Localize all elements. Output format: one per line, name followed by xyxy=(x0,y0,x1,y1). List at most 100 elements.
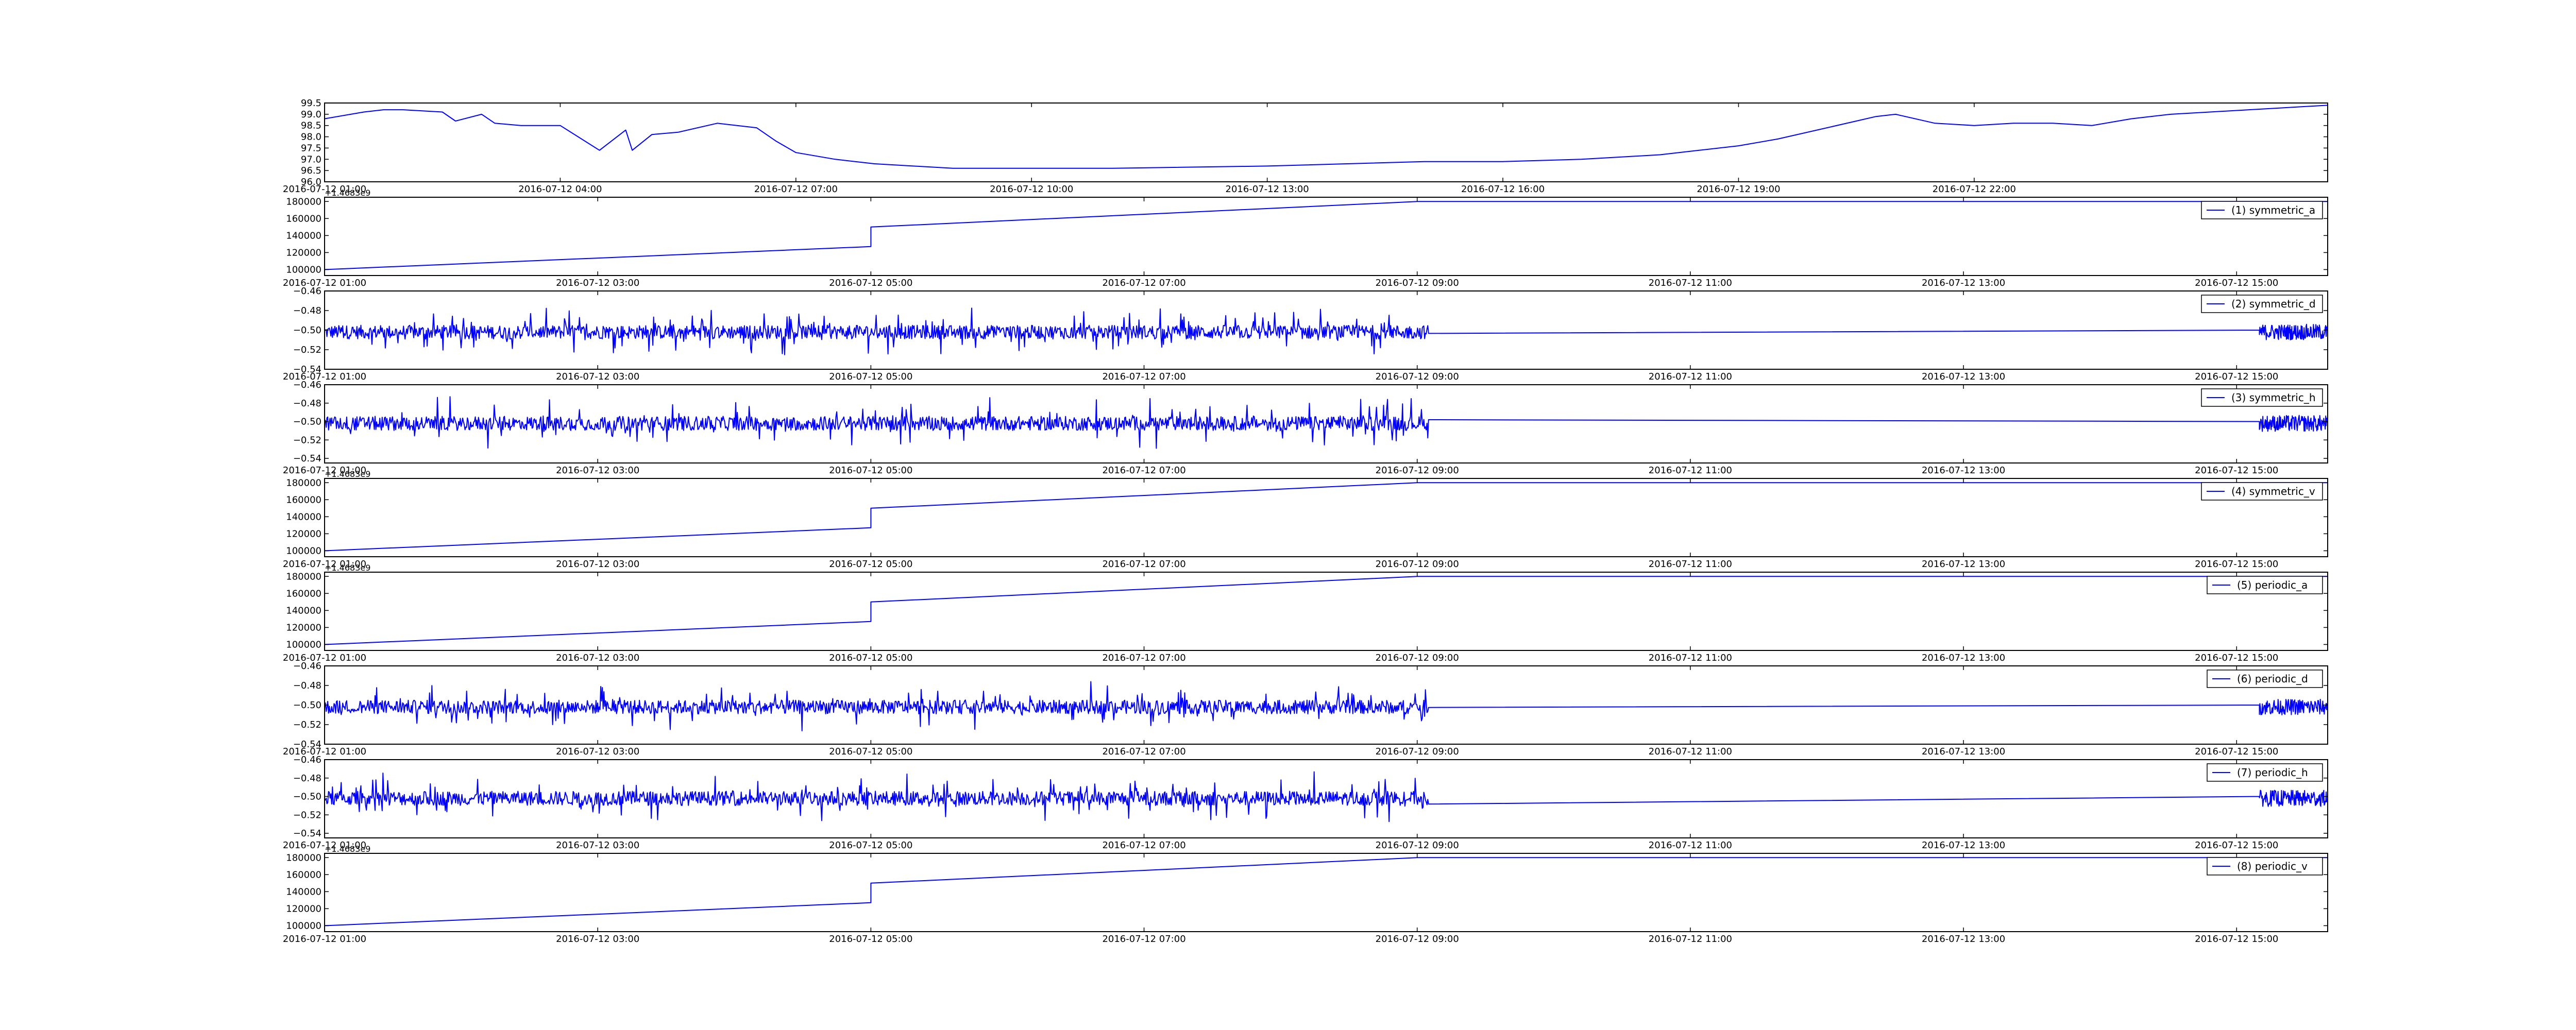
y-tick-label: 96.5 xyxy=(301,165,321,176)
x-tick-label: 2016-07-12 16:00 xyxy=(1461,184,1545,195)
x-tick-label: 2016-07-12 07:00 xyxy=(1102,746,1185,757)
legend: (4) symmetric_v xyxy=(2201,482,2323,501)
x-tick-label: 2016-07-12 15:00 xyxy=(2195,840,2278,851)
x-tick-label: 2016-07-12 01:00 xyxy=(283,278,366,288)
x-tick-label: 2016-07-12 15:00 xyxy=(2195,465,2278,476)
x-tick-label: 2016-07-12 05:00 xyxy=(829,465,912,476)
y-tick-label: 98.5 xyxy=(301,121,321,131)
legend-label: (5) periodic_a xyxy=(2237,579,2308,591)
y-tick-label: 98.0 xyxy=(301,132,321,143)
x-tick-label: 2016-07-12 09:00 xyxy=(1376,465,1459,476)
y-tick-label: −0.46 xyxy=(293,380,321,390)
panel-4: −0.54 −0.52 −0.50 −0.48 −0.46 2016-07-12 01:0… xyxy=(283,380,2328,476)
x-tick-label: 2016-07-12 07:00 xyxy=(1102,278,1185,288)
y-tick-label: −0.46 xyxy=(293,286,321,297)
legend-label: (6) periodic_d xyxy=(2237,673,2308,685)
y-tick-label: 100000 xyxy=(286,920,321,931)
y-tick-label: 160000 xyxy=(286,494,321,505)
x-tick-label: 2016-07-12 09:00 xyxy=(1376,746,1459,757)
x-tick-label: 2016-07-12 01:00 xyxy=(283,746,366,757)
x-tick-label: 2016-07-12 15:00 xyxy=(2195,746,2278,757)
y-tick-label: 160000 xyxy=(286,213,321,224)
x-tick-label: 2016-07-12 15:00 xyxy=(2195,653,2278,663)
y-tick-label: −0.54 xyxy=(293,364,321,375)
legend-label: (3) symmetric_h xyxy=(2231,391,2316,404)
y-tick-label: 180000 xyxy=(286,571,321,582)
x-tick-label: 2016-07-12 03:00 xyxy=(556,746,639,757)
x-tick-label: 2016-07-12 05:00 xyxy=(829,278,912,288)
x-tick-label: 2016-07-12 13:00 xyxy=(1922,371,2005,382)
y-tick-label: −0.54 xyxy=(293,739,321,750)
x-tick-label: 2016-07-12 09:00 xyxy=(1376,278,1459,288)
x-tick-label: 2016-07-12 03:00 xyxy=(556,371,639,382)
x-tick-label: 2016-07-12 01:00 xyxy=(283,465,366,476)
x-tick-label: 2016-07-12 07:00 xyxy=(1102,840,1185,851)
x-tick-label: 2016-07-12 13:00 xyxy=(1922,746,2005,757)
legend: (8) periodic_v xyxy=(2207,857,2323,876)
x-tick-label: 2016-07-12 05:00 xyxy=(829,653,912,663)
legend: (3) symmetric_h xyxy=(2201,388,2323,407)
x-tick-label: 2016-07-12 09:00 xyxy=(1376,371,1459,382)
y-tick-label: −0.48 xyxy=(293,680,321,691)
y-tick-label: 120000 xyxy=(286,247,321,258)
y-tick-label: 160000 xyxy=(286,588,321,599)
x-tick-label: 2016-07-12 09:00 xyxy=(1376,559,1459,570)
x-tick-label: 2016-07-12 03:00 xyxy=(556,653,639,663)
x-tick-label: 2016-07-12 13:00 xyxy=(1922,653,2005,663)
series-line-8 xyxy=(324,771,2328,822)
y-tick-label: −0.50 xyxy=(293,700,321,711)
series-line-1 xyxy=(324,105,2328,169)
x-tick-label: 2016-07-12 03:00 xyxy=(556,840,639,851)
y-offset-label: +1.4683e9 xyxy=(325,188,370,198)
x-tick-label: 2016-07-12 01:00 xyxy=(283,934,366,945)
plot-frame xyxy=(324,572,2328,651)
x-tick-label: 2016-07-12 19:00 xyxy=(1697,184,1780,195)
x-tick-label: 2016-07-12 05:00 xyxy=(829,840,912,851)
y-tick-label: 100000 xyxy=(286,639,321,650)
legend-label: (4) symmetric_v xyxy=(2231,485,2315,497)
y-tick-label: 180000 xyxy=(286,852,321,863)
x-tick-label: 2016-07-12 01:00 xyxy=(283,653,366,663)
y-tick-label: −0.54 xyxy=(293,828,321,839)
legend: (5) periodic_a xyxy=(2207,576,2323,594)
legend-label: (8) periodic_v xyxy=(2237,860,2308,872)
x-tick-label: 2016-07-12 13:00 xyxy=(1922,840,2005,851)
x-tick-label: 2016-07-12 07:00 xyxy=(1102,465,1185,476)
x-tick-label: 2016-07-12 01:00 xyxy=(283,559,366,570)
x-tick-label: 2016-07-12 11:00 xyxy=(1649,746,1732,757)
x-tick-label: 2016-07-12 05:00 xyxy=(829,371,912,382)
x-tick-label: 2016-07-12 03:00 xyxy=(556,278,639,288)
x-tick-label: 2016-07-12 13:00 xyxy=(1922,278,2005,288)
y-tick-label: 160000 xyxy=(286,869,321,880)
x-tick-label: 2016-07-12 15:00 xyxy=(2195,934,2278,945)
x-tick-label: 2016-07-12 11:00 xyxy=(1649,371,1732,382)
plot-frame xyxy=(324,290,2328,370)
x-tick-label: 2016-07-12 11:00 xyxy=(1649,934,1732,945)
y-offset-label: +1.4683e9 xyxy=(325,563,370,573)
y-tick-label: −0.50 xyxy=(293,325,321,336)
x-tick-label: 2016-07-12 13:00 xyxy=(1922,465,2005,476)
y-tick-label: 140000 xyxy=(286,230,321,241)
series-line-3 xyxy=(324,307,2328,355)
y-tick-label: 180000 xyxy=(286,477,321,488)
series-line-6 xyxy=(324,576,2328,645)
x-tick-label: 2016-07-12 13:00 xyxy=(1922,559,2005,570)
y-tick-label: −0.46 xyxy=(293,754,321,765)
panel-1: 96.096.597.097.598.098.599.099.5 2016-07-… xyxy=(283,98,2328,195)
x-tick-label: 2016-07-12 01:00 xyxy=(283,184,366,195)
x-tick-label: 2016-07-12 03:00 xyxy=(556,934,639,945)
x-tick-label: 2016-07-12 11:00 xyxy=(1649,653,1732,663)
legend-label: (2) symmetric_d xyxy=(2231,298,2316,310)
legend: (2) symmetric_d xyxy=(2201,295,2323,313)
y-tick-label: 97.0 xyxy=(301,154,321,165)
x-tick-label: 2016-07-12 01:00 xyxy=(283,840,366,851)
y-tick-label: 99.0 xyxy=(301,109,321,120)
y-tick-label: 100000 xyxy=(286,264,321,275)
plot-frame xyxy=(324,853,2328,932)
plot-frame xyxy=(324,197,2328,276)
panel-5: 100000 120000 140000 160000 180000 2016-07-12… xyxy=(283,469,2328,570)
x-tick-label: 2016-07-12 15:00 xyxy=(2195,559,2278,570)
y-tick-label: 180000 xyxy=(286,196,321,207)
legend-label: (7) periodic_h xyxy=(2237,766,2308,779)
